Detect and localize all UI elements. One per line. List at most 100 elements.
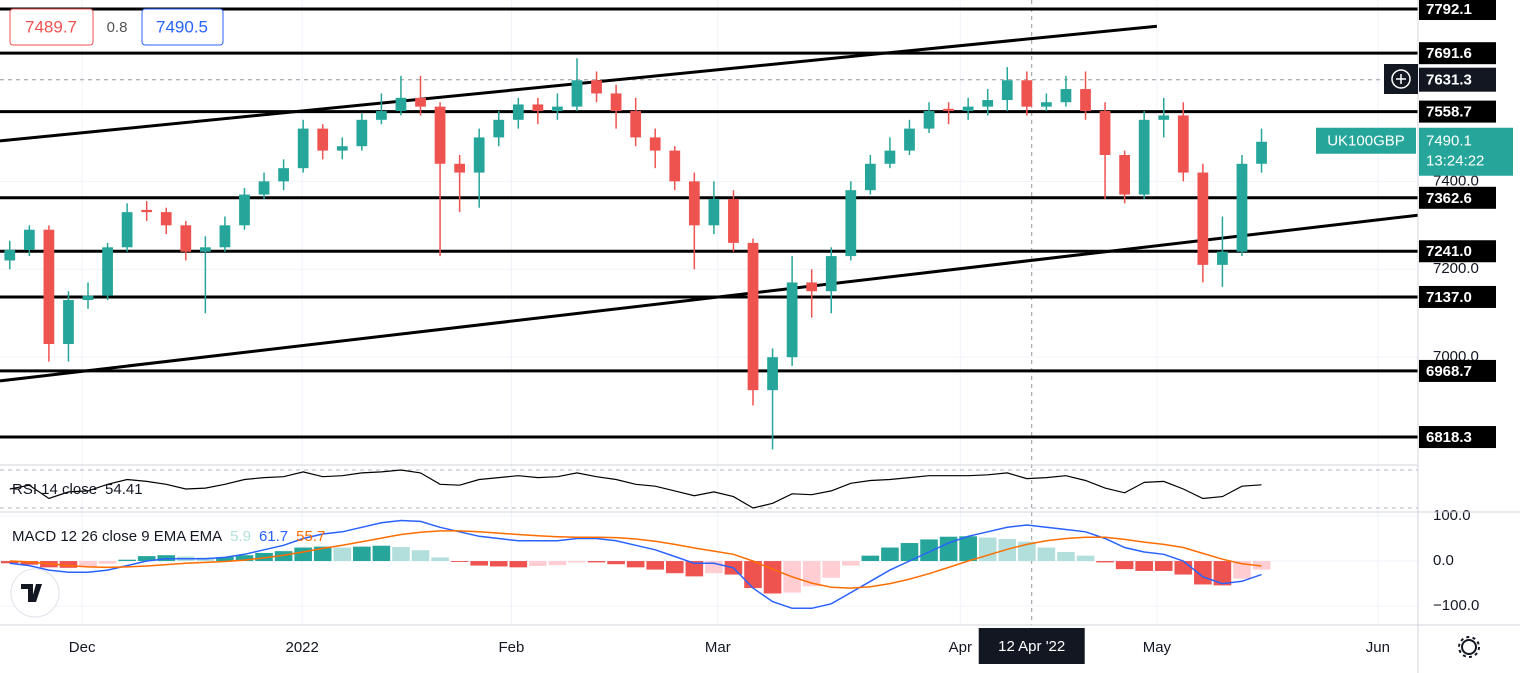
- candle-body: [239, 194, 250, 226]
- trendline: [0, 213, 1418, 383]
- candle-body: [864, 163, 876, 191]
- candle-body: [1138, 119, 1150, 195]
- level-label: 7362.6: [1426, 190, 1472, 207]
- macd-histogram-bar: [1135, 561, 1153, 571]
- macd-histogram-bar: [920, 539, 938, 562]
- crosshair-date: 12 Apr '22: [998, 638, 1065, 655]
- candle-body: [1041, 102, 1052, 107]
- macd-histogram-bar: [548, 561, 567, 566]
- macd-histogram-bar: [607, 561, 625, 565]
- candle-body: [532, 104, 544, 112]
- candle-body: [1217, 251, 1228, 265]
- macd-histogram-bar: [763, 561, 782, 594]
- candle-body: [43, 229, 55, 344]
- macd-histogram-bar: [20, 561, 39, 565]
- macd-histogram-bar: [822, 561, 841, 578]
- level-label-box: [1419, 0, 1496, 21]
- rsi-line: [9, 469, 1262, 509]
- macd-histogram-bar: [1057, 552, 1075, 562]
- last-price: 7490.1: [1426, 133, 1472, 150]
- macd-histogram-bar: [59, 561, 78, 568]
- level-label: 7137.0: [1426, 289, 1472, 306]
- candle-body: [1021, 80, 1033, 107]
- macd-histogram-bar: [1154, 561, 1173, 571]
- macd-legend-value: 55.7: [296, 528, 325, 545]
- candle-body: [1158, 115, 1170, 120]
- level-label: 7241.0: [1426, 243, 1472, 260]
- candle-body: [336, 146, 348, 151]
- macd-histogram-bar: [431, 557, 449, 562]
- macd-histogram-bar: [294, 547, 312, 562]
- level-label-box: [1419, 42, 1496, 65]
- candle-body: [356, 119, 368, 147]
- candle-body: [1197, 172, 1209, 265]
- candle-body: [571, 80, 583, 107]
- candle-body: [141, 209, 153, 213]
- candle-body: [806, 282, 818, 292]
- macd-histogram-bar: [1018, 541, 1036, 562]
- macd-histogram-bar: [470, 561, 488, 566]
- macd-tick-label: 100.0: [1433, 507, 1471, 524]
- candle-body: [943, 108, 954, 112]
- macd-histogram-bar: [1096, 561, 1114, 563]
- candle-body: [825, 256, 837, 292]
- add-button[interactable]: [1384, 64, 1418, 94]
- logo[interactable]: [10, 568, 60, 618]
- macd-histogram-bar: [1076, 555, 1095, 562]
- candle-body: [688, 181, 700, 226]
- macd-histogram-bar: [98, 561, 117, 564]
- candle-body: [180, 225, 192, 252]
- ask-box[interactable]: [141, 8, 224, 46]
- macd-histogram-bar: [626, 561, 645, 568]
- macd-histogram-bar: [978, 537, 997, 562]
- x-tick-label: Feb: [499, 639, 525, 656]
- level-label: 7691.6: [1426, 45, 1472, 62]
- candle-body: [219, 225, 231, 248]
- macd-histogram-bar: [744, 561, 762, 589]
- level-label-box: [1419, 426, 1496, 449]
- candle-body: [493, 119, 505, 138]
- candle-body: [82, 295, 94, 301]
- bid-box[interactable]: [9, 8, 94, 46]
- settings-button[interactable]: [1458, 636, 1480, 658]
- candle-body: [1177, 115, 1189, 173]
- candle-body: [63, 300, 74, 344]
- candle-body: [904, 128, 915, 151]
- crosshair-price-box: [1419, 67, 1496, 92]
- macd-histogram-bar: [235, 555, 254, 562]
- macd-histogram-bar: [587, 561, 606, 563]
- macd-tick-label: −100.0: [1433, 597, 1479, 614]
- macd-histogram-bar: [79, 561, 97, 567]
- last-price-box: [1419, 127, 1513, 176]
- candle-body: [317, 128, 329, 151]
- macd-histogram-bar: [900, 543, 919, 562]
- macd-histogram-bar: [137, 556, 156, 562]
- macd-histogram-bar: [333, 547, 352, 562]
- rsi-label: RSI 14 close 54.41: [12, 481, 143, 498]
- candle-body: [395, 97, 407, 112]
- symbol-box: [1316, 127, 1416, 154]
- macd-legend-value: 61.7: [259, 528, 288, 545]
- candle-body: [728, 198, 739, 243]
- candle-body: [434, 106, 446, 164]
- macd-histogram-bar: [802, 561, 821, 587]
- candle-body: [415, 97, 426, 107]
- candle-body: [630, 111, 642, 138]
- candle-body: [454, 163, 466, 173]
- candle-body: [767, 357, 778, 391]
- macd-histogram-bar: [216, 556, 234, 562]
- x-tick-label: 2022: [285, 639, 318, 656]
- candle-body: [610, 93, 622, 112]
- macd-histogram-bar: [568, 561, 586, 563]
- candle-body: [160, 212, 172, 226]
- crosshair-price: 7631.3: [1426, 72, 1472, 89]
- macd-histogram-bar: [939, 536, 958, 562]
- candle-body: [102, 247, 113, 296]
- candle-body: [1236, 163, 1248, 252]
- level-label-box: [1419, 100, 1496, 123]
- macd-histogram-bar: [450, 561, 469, 562]
- candle-body: [1060, 89, 1072, 103]
- candle-body: [649, 137, 661, 151]
- candle-body: [121, 212, 133, 248]
